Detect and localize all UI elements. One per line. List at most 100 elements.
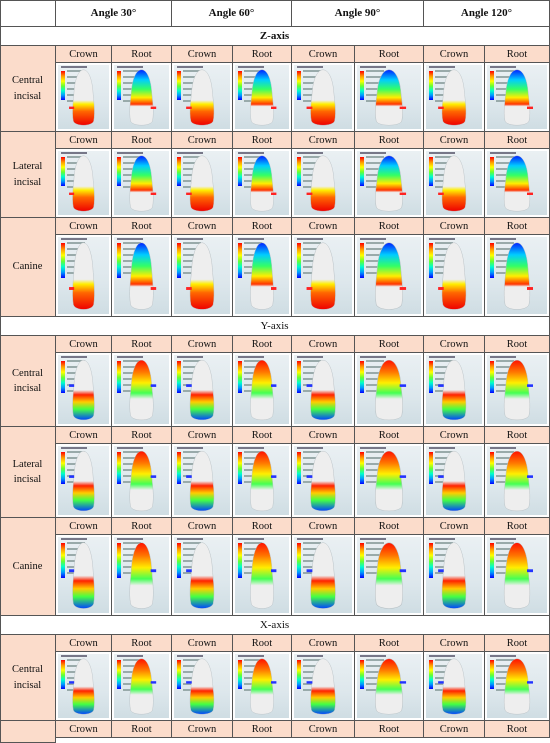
tooth-model <box>438 450 467 512</box>
crown-stress-image <box>294 355 352 424</box>
root-stress-image <box>487 151 547 215</box>
image-caption-mark <box>297 538 323 540</box>
color-legend-bar <box>490 71 494 101</box>
root-subheader: Root <box>485 132 550 149</box>
image-cell <box>233 444 292 518</box>
color-legend-bar <box>117 543 121 578</box>
image-cell <box>233 353 292 427</box>
root-stress-image <box>487 654 547 718</box>
color-legend-bar <box>238 361 242 393</box>
crown-subheader: Crown <box>56 132 112 149</box>
root-stress-image <box>235 446 289 515</box>
crown-subheader: Crown <box>292 218 355 235</box>
color-legend-bar <box>360 452 364 484</box>
crown-subheader: Crown <box>56 427 112 444</box>
root-subheader: Root <box>485 721 550 738</box>
tooth-row-label: Canine <box>0 218 56 317</box>
tooth-model <box>186 69 215 126</box>
color-legend-bar <box>61 71 65 101</box>
image-cell <box>112 652 172 721</box>
crown-subheader: Crown <box>56 218 112 235</box>
image-cell <box>56 63 112 132</box>
image-cell <box>172 535 233 616</box>
image-cell <box>233 235 292 317</box>
tooth-model <box>306 542 336 609</box>
color-legend-bar <box>429 452 433 484</box>
image-cell <box>424 63 485 132</box>
root-stress-image <box>235 654 289 718</box>
tooth-model <box>250 242 277 310</box>
crown-subheader: Crown <box>292 721 355 738</box>
legend-values <box>366 360 384 396</box>
color-legend-bar <box>360 71 364 101</box>
tooth-model <box>250 450 277 512</box>
root-subheader: Root <box>112 132 172 149</box>
tooth-model <box>503 450 533 512</box>
crown-stress-image <box>58 446 109 515</box>
crown-subheader: Crown <box>424 132 485 149</box>
root-subheader: Root <box>485 336 550 353</box>
tooth-model <box>503 69 533 126</box>
root-subheader: Root <box>485 46 550 63</box>
image-cell <box>485 353 550 427</box>
tooth-model <box>69 155 95 212</box>
image-caption-mark <box>117 66 143 68</box>
crown-subheader: Crown <box>424 518 485 535</box>
color-legend-bar <box>297 243 301 279</box>
root-subheader: Root <box>355 518 424 535</box>
crown-subheader: Crown <box>172 132 233 149</box>
color-legend-bar <box>490 543 494 578</box>
image-cell <box>292 652 355 721</box>
tooth-model <box>306 69 336 126</box>
crown-subheader: Crown <box>292 132 355 149</box>
image-cell <box>56 444 112 518</box>
image-caption-mark <box>238 655 264 657</box>
color-legend-bar <box>297 660 301 690</box>
tooth-model <box>69 450 95 512</box>
color-legend-bar <box>61 361 65 393</box>
tooth-model <box>306 450 336 512</box>
crown-stress-image <box>58 537 109 613</box>
root-stress-image <box>357 446 421 515</box>
image-cell <box>56 353 112 427</box>
image-cell <box>56 535 112 616</box>
color-legend-bar <box>429 361 433 393</box>
image-cell <box>485 444 550 518</box>
image-caption-mark <box>429 356 455 358</box>
image-caption-mark <box>117 655 143 657</box>
image-caption-mark <box>297 356 323 358</box>
crown-subheader: Crown <box>424 721 485 738</box>
image-caption-mark <box>297 238 323 240</box>
image-caption-mark <box>429 238 455 240</box>
tooth-model <box>438 242 467 310</box>
color-legend-bar <box>360 660 364 690</box>
image-caption-mark <box>61 356 87 358</box>
crown-stress-image <box>174 654 230 718</box>
image-caption-mark <box>61 152 87 154</box>
root-stress-image <box>114 446 169 515</box>
tooth-model <box>186 542 215 609</box>
color-legend-bar <box>490 157 494 187</box>
color-legend-bar <box>297 157 301 187</box>
crown-stress-image <box>426 237 482 314</box>
image-caption-mark <box>238 152 264 154</box>
root-subheader: Root <box>233 132 292 149</box>
root-stress-image <box>487 537 547 613</box>
root-stress-image <box>487 355 547 424</box>
image-cell <box>233 652 292 721</box>
image-caption-mark <box>490 66 516 68</box>
tooth-model <box>375 69 407 126</box>
tooth-model <box>375 242 407 310</box>
crown-stress-image <box>294 151 352 215</box>
image-caption-mark <box>360 238 386 240</box>
color-legend-bar <box>238 71 242 101</box>
crown-stress-image <box>174 65 230 129</box>
crown-stress-image <box>58 654 109 718</box>
color-legend-bar <box>490 660 494 690</box>
image-cell <box>112 535 172 616</box>
tooth-model <box>129 542 157 609</box>
root-stress-image <box>235 65 289 129</box>
color-legend-bar <box>429 157 433 187</box>
crown-subheader: Crown <box>56 46 112 63</box>
axis-label-row: Y-axis <box>0 317 550 336</box>
